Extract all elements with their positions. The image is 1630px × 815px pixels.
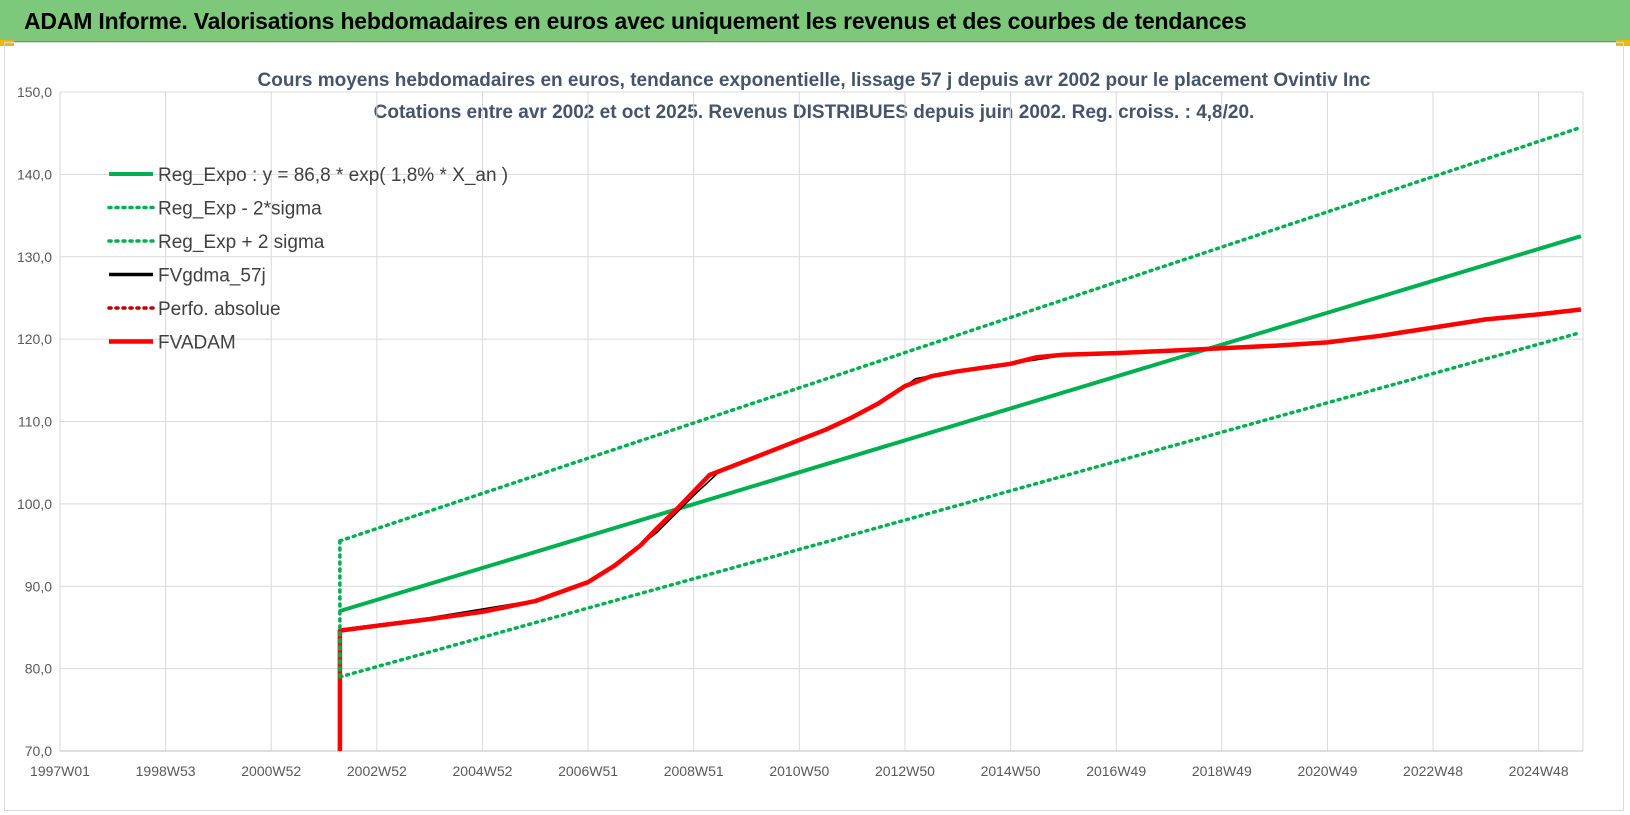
x-tick-label: 2014W50 bbox=[981, 763, 1041, 779]
x-tick-label: 2006W51 bbox=[558, 763, 618, 779]
x-tick-label: 2016W49 bbox=[1086, 763, 1146, 779]
x-tick-label: 2020W49 bbox=[1297, 763, 1357, 779]
y-tick-label: 70,0 bbox=[25, 743, 52, 759]
banner: ADAM Informe. Valorisations hebdomadaire… bbox=[0, 0, 1630, 42]
y-tick-label: 90,0 bbox=[25, 578, 52, 594]
x-tick-label: 2018W49 bbox=[1192, 763, 1252, 779]
x-tick-label: 2008W51 bbox=[664, 763, 724, 779]
legend-label: Reg_Exp + 2 sigma bbox=[158, 232, 325, 253]
y-tick-label: 100,0 bbox=[17, 496, 52, 512]
chart-title: Cours moyens hebdomadaires en euros, ten… bbox=[258, 70, 1371, 91]
x-tick-label: 2002W52 bbox=[347, 763, 407, 779]
legend-label: Reg_Exp - 2*sigma bbox=[158, 199, 322, 220]
x-tick-label: 2024W48 bbox=[1509, 763, 1569, 779]
series-line-3 bbox=[339, 308, 1581, 630]
legend-label: FVgdma_57j bbox=[158, 266, 266, 287]
series-line-5 bbox=[337, 307, 1582, 751]
legend-label: Reg_Expo : y = 86,8 * exp( 1,8% * X_an ) bbox=[158, 165, 508, 186]
x-tick-label: 1998W53 bbox=[136, 763, 196, 779]
x-tick-label: 2010W50 bbox=[769, 763, 829, 779]
x-tick-label: 2012W50 bbox=[875, 763, 935, 779]
corner-mark-left bbox=[0, 40, 14, 46]
chart-frame bbox=[4, 42, 1624, 811]
y-tick-label: 150,0 bbox=[17, 84, 52, 100]
series-line-0 bbox=[339, 234, 1582, 613]
chart-subtitle: Cotations entre avr 2002 et oct 2025. Re… bbox=[374, 102, 1255, 123]
legend-label: FVADAM bbox=[158, 333, 236, 354]
y-tick-label: 130,0 bbox=[17, 249, 52, 265]
y-tick-label: 120,0 bbox=[17, 331, 52, 347]
series bbox=[337, 125, 1583, 751]
y-tick-label: 110,0 bbox=[18, 414, 52, 430]
grid bbox=[59, 91, 1584, 752]
x-tick-label: 1997W01 bbox=[30, 763, 90, 779]
banner-title: ADAM Informe. Valorisations hebdomadaire… bbox=[24, 8, 1247, 34]
x-tick-label: 2000W52 bbox=[241, 763, 301, 779]
legend: Reg_Expo : y = 86,8 * exp( 1,8% * X_an )… bbox=[107, 165, 508, 354]
x-tick-label: 2022W48 bbox=[1403, 763, 1463, 779]
y-tick-label: 80,0 bbox=[25, 661, 52, 677]
axes: 70,0 80,0 90,0 100,0 110,0 120,0 130,0 140,0 150… bbox=[17, 84, 1583, 779]
legend-label: Perfo. absolue bbox=[158, 299, 281, 320]
series-line-2 bbox=[338, 125, 1583, 543]
series-line-1 bbox=[338, 330, 1583, 679]
y-tick-label: 140,0 bbox=[17, 166, 52, 182]
x-tick-label: 2004W52 bbox=[453, 763, 513, 779]
